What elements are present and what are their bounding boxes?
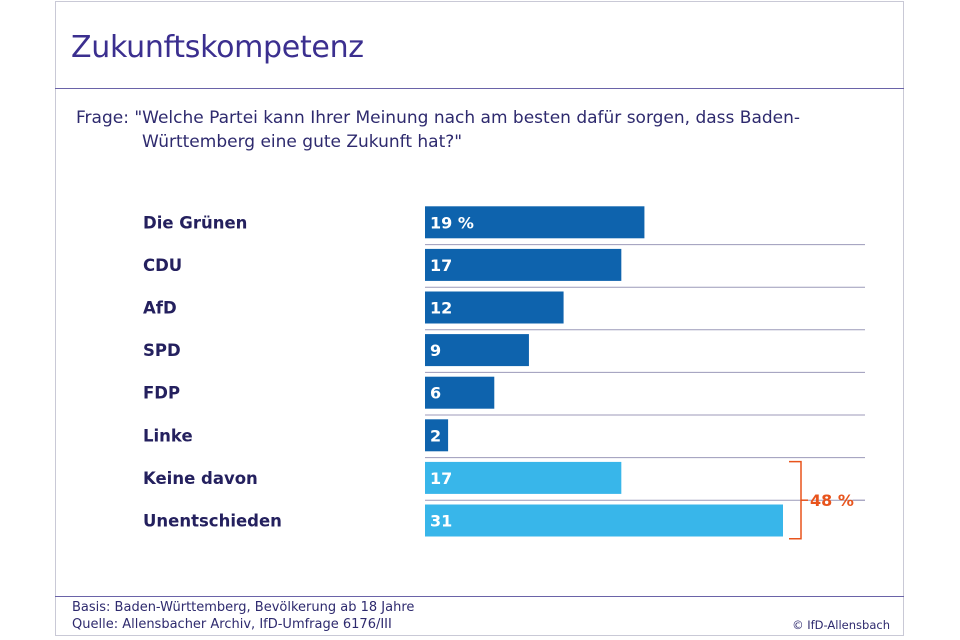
category-label: FDP <box>143 384 180 403</box>
value-label: 12 <box>430 299 452 318</box>
value-label: 31 <box>430 512 452 531</box>
bar <box>425 461 622 494</box>
bar <box>425 334 529 367</box>
chart-title: Zukunftskompetenz <box>71 30 364 65</box>
category-label: Keine davon <box>143 469 258 488</box>
bar <box>425 291 564 324</box>
value-label: 6 <box>430 384 441 403</box>
category-label: SPD <box>143 341 181 360</box>
value-label: 9 <box>430 341 441 360</box>
bar <box>425 419 449 452</box>
category-label: Linke <box>143 426 193 445</box>
value-label: 17 <box>430 256 452 275</box>
value-label: 2 <box>430 426 441 445</box>
title-rule <box>55 88 904 89</box>
survey-question: Frage: "Welche Partei kann Ihrer Meinung… <box>76 106 836 154</box>
footer-source: Quelle: Allensbacher Archiv, IfD-Umfrage… <box>72 617 392 632</box>
value-label: 19 % <box>430 213 474 232</box>
question-prefix: Frage: <box>76 108 129 128</box>
bar <box>425 504 783 537</box>
value-label: 17 <box>430 469 452 488</box>
question-line-2: Württemberg eine gute Zukunft hat?" <box>142 132 463 152</box>
category-label: Unentschieden <box>143 512 282 531</box>
bar <box>425 376 495 409</box>
bar <box>425 206 645 239</box>
question-line-1: "Welche Partei kann Ihrer Meinung nach a… <box>134 108 801 128</box>
footer-basis: Basis: Baden-Württemberg, Bevölkerung ab… <box>72 600 415 615</box>
category-label: CDU <box>143 256 182 275</box>
category-label: AfD <box>143 299 177 318</box>
group-total-label: 48 % <box>810 491 854 510</box>
footer-copyright: © IfD-Allensbach <box>792 618 890 632</box>
category-label: Die Grünen <box>143 213 247 232</box>
bar <box>425 248 622 281</box>
footer-rule <box>55 596 904 597</box>
